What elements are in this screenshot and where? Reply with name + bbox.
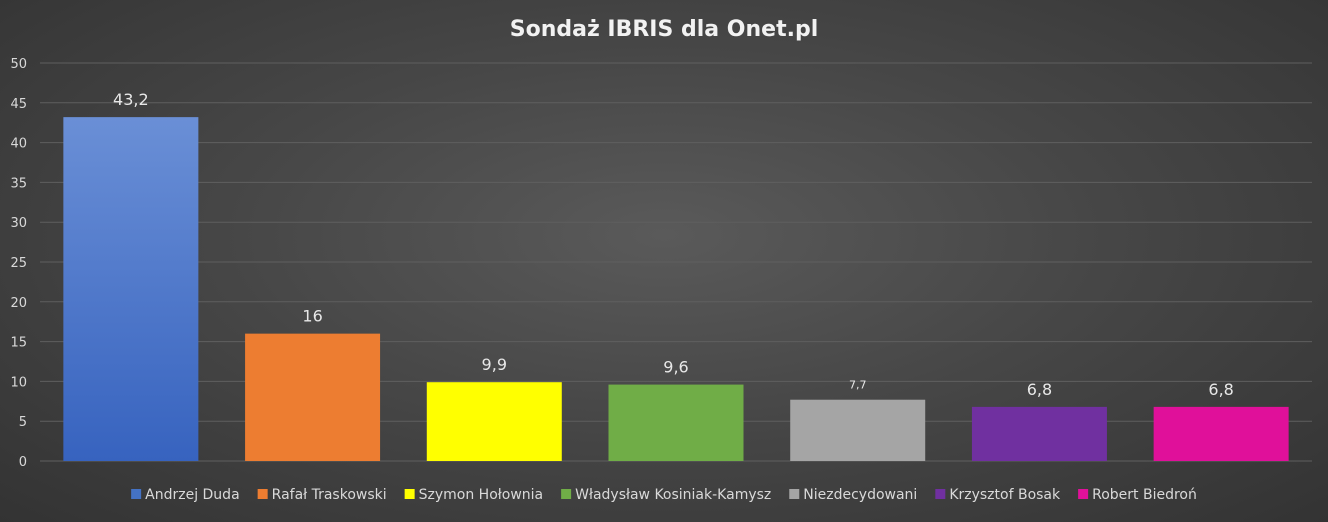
legend-item: Krzysztof Bosak	[935, 487, 1061, 503]
y-tick-label: 35	[10, 176, 27, 191]
legend-label: Andrzej Duda	[145, 487, 240, 503]
legend-item: Niezdecydowani	[789, 487, 917, 503]
y-tick-label: 45	[10, 97, 27, 112]
legend-label: Szymon Hołownia	[419, 487, 543, 503]
y-tick-label: 30	[10, 216, 27, 231]
bar	[608, 384, 744, 461]
y-tick-label: 25	[10, 256, 27, 271]
legend-swatch	[789, 489, 800, 499]
bar-value-label: 9,9	[482, 355, 507, 374]
bar	[971, 406, 1107, 461]
legend-item: Robert Biedroń	[1078, 487, 1197, 503]
bars	[63, 117, 1289, 462]
bar	[245, 333, 381, 461]
y-tick-label: 0	[19, 455, 27, 470]
data-labels: 43,2 16 9,9 9,6 7,7 6,8 6,8	[113, 90, 1234, 399]
y-tick-label: 10	[10, 375, 27, 390]
y-tick-label: 40	[10, 137, 27, 152]
legend-item: Władysław Kosiniak-Kamysz	[561, 487, 771, 503]
bar-value-label: 43,2	[113, 90, 149, 109]
legend-label: Rafał Traskowski	[272, 487, 387, 503]
legend-label: Władysław Kosiniak-Kamysz	[575, 487, 771, 503]
legend-swatch	[404, 489, 415, 499]
legend-swatch	[561, 489, 572, 499]
legend-label: Niezdecydowani	[803, 487, 917, 503]
bar-value-label: 16	[302, 307, 322, 326]
legend-item: Rafał Traskowski	[257, 487, 387, 503]
bar-value-label: 6,8	[1027, 380, 1052, 399]
bar-value-label: 6,8	[1208, 380, 1233, 399]
legend-swatch	[935, 489, 946, 499]
bar-value-label: 7,7	[849, 379, 867, 392]
legend: Andrzej Duda Rafał Traskowski Szymon Hołow…	[131, 487, 1197, 503]
y-tick-label: 50	[10, 57, 27, 72]
legend-swatch	[1078, 489, 1089, 499]
bar	[426, 382, 562, 461]
legend-swatch	[257, 489, 268, 499]
bar	[790, 399, 926, 461]
chart-title: Sondaż IBRIS dla Onet.pl	[510, 17, 819, 42]
legend-label: Robert Biedroń	[1092, 487, 1197, 503]
y-tick-label: 20	[10, 296, 27, 311]
bar-value-label: 9,6	[663, 358, 688, 377]
legend-label: Krzysztof Bosak	[949, 487, 1061, 503]
legend-item: Szymon Hołownia	[404, 487, 543, 503]
y-tick-label: 15	[10, 336, 27, 351]
y-tick-label: 5	[19, 415, 27, 430]
bar	[1153, 406, 1289, 461]
legend-item: Andrzej Duda	[131, 487, 240, 503]
bar	[63, 117, 199, 462]
legend-swatch	[131, 489, 142, 499]
y-axis-ticks: 0 5 10 15 20 25 30 35 40 45 50	[10, 57, 27, 470]
